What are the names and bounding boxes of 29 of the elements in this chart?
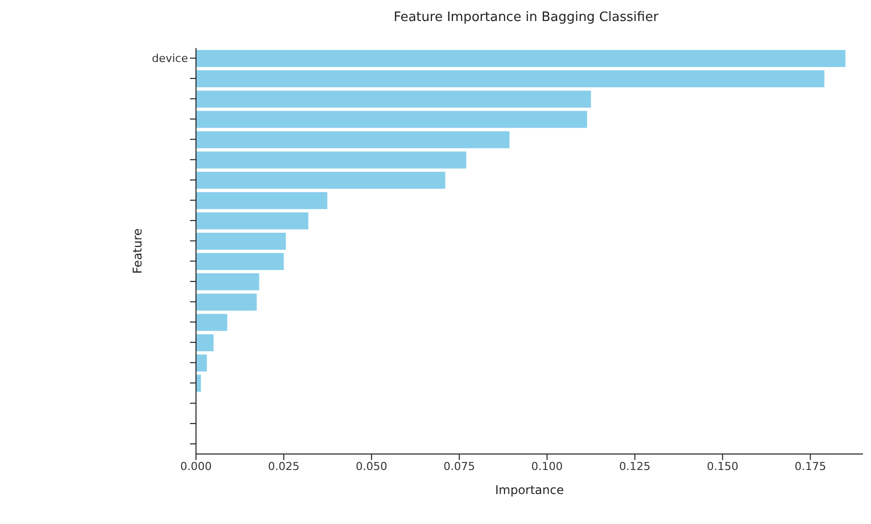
y-axis-title: Feature (130, 228, 144, 274)
bar (196, 90, 591, 108)
x-tick-label: 0.025 (268, 460, 300, 473)
bar (196, 273, 260, 290)
bar (196, 192, 328, 210)
bar (196, 131, 510, 148)
bar (196, 172, 446, 189)
chart-title: Feature Importance in Bagging Classifier (392, 10, 660, 25)
x-tick-label: 0.125 (619, 460, 651, 473)
bar (196, 294, 257, 311)
x-tick-label: 0.050 (356, 460, 388, 473)
bar (196, 253, 284, 270)
x-tick-label: 0.175 (794, 460, 826, 473)
bar (196, 232, 286, 250)
bar (196, 374, 201, 392)
bar (196, 212, 308, 230)
bar (196, 110, 588, 128)
bar (196, 152, 466, 168)
x-tick-label: 0.075 (444, 460, 476, 473)
bar (196, 354, 207, 372)
x-axis-title: Importance (495, 483, 564, 497)
bar (196, 334, 214, 352)
x-tick-label: 0.150 (706, 460, 738, 473)
x-tick-label: 0.100 (531, 460, 563, 473)
bar (196, 70, 824, 88)
bar (196, 314, 228, 331)
y-tick-label: device (152, 52, 188, 66)
x-tick-label: 0.000 (180, 460, 212, 473)
bar (196, 50, 846, 67)
